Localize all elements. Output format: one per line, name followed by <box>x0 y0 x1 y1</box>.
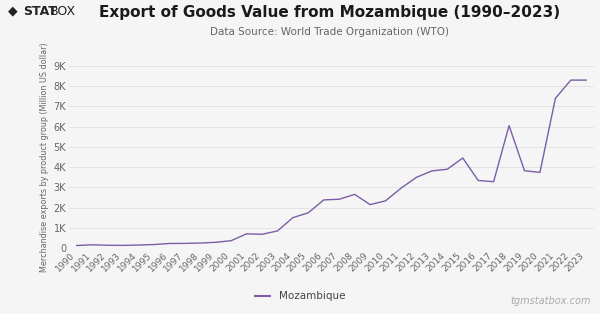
Text: Data Source: World Trade Organization (WTO): Data Source: World Trade Organization (W… <box>211 27 449 37</box>
Y-axis label: Merchandise exports by product group (Million US dollar): Merchandise exports by product group (Mi… <box>40 42 49 272</box>
Text: tgmstatbox.com: tgmstatbox.com <box>511 296 591 306</box>
Legend: Mozambique: Mozambique <box>251 287 349 306</box>
Text: Export of Goods Value from Mozambique (1990–2023): Export of Goods Value from Mozambique (1… <box>100 5 560 20</box>
Text: STAT: STAT <box>23 5 56 18</box>
Text: ◆: ◆ <box>8 5 17 18</box>
Text: BOX: BOX <box>50 5 76 18</box>
